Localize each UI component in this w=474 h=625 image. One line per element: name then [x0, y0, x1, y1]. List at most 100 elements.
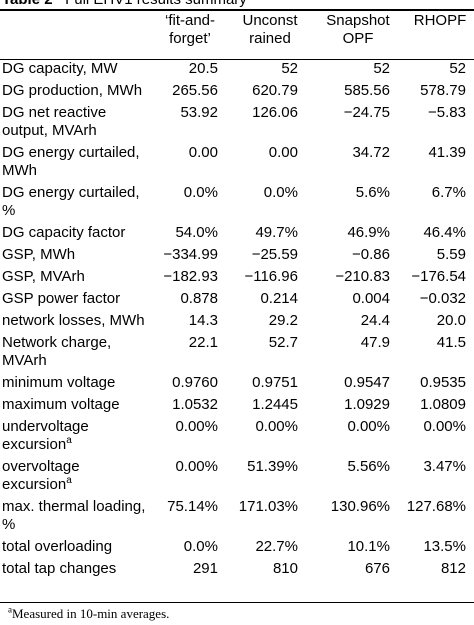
table-cell: −210.83 — [335, 268, 390, 285]
row-label: minimum voltage — [2, 374, 116, 391]
table-cell: −25.59 — [251, 246, 298, 263]
row-label: network losses, MWh — [2, 312, 145, 329]
table-row: GSP, MWh −334.99 −25.59 −0.86 5.59 — [0, 246, 474, 268]
footnote: aMeasured in 10-min averages. — [8, 604, 170, 622]
table-cell: −176.54 — [411, 268, 466, 285]
table-cell: 51.39% — [247, 458, 298, 475]
table-row: DG production, MWh 265.56 620.79 585.56 578.… — [0, 82, 474, 104]
table-cell: 127.68% — [406, 498, 466, 515]
table-row: DG energy curtailed, % 0.0% 0.0% 5.6% 6.7% — [0, 184, 474, 224]
column-header-snapshot-opf: Snapshot OPF — [326, 12, 390, 47]
footnote-marker: a — [66, 435, 72, 446]
table-cell: 22.7% — [255, 538, 298, 555]
table-cell: 578.79 — [420, 82, 466, 99]
table-cell: 1.0532 — [172, 396, 218, 413]
table-cell: 1.2445 — [252, 396, 298, 413]
header-row: ‘fit-and-forget’ Unconst rained Snapshot O… — [0, 11, 474, 60]
table-cell: 41.5 — [436, 334, 466, 351]
table-cell: 0.214 — [260, 290, 298, 307]
table-cell: 46.9% — [347, 224, 390, 241]
table-row: network losses, MWh 14.3 29.2 24.4 20.0 — [0, 312, 474, 334]
table-cell: −5.83 — [428, 104, 466, 121]
row-label: GSP, MVArh — [2, 268, 85, 285]
row-label: DG energy curtailed, % — [2, 184, 140, 219]
table-cell: 676 — [364, 560, 390, 577]
table-cell: 620.79 — [252, 82, 298, 99]
row-label: max. thermal loading, % — [2, 498, 146, 533]
table-cell: 3.47% — [423, 458, 466, 475]
table-row: Network charge, MVArh 22.1 52.7 47.9 41.5 — [0, 334, 474, 374]
table-body: DG capacity, MW 20.5 52 52 52 DG production, … — [0, 60, 474, 582]
table-cell: 0.00% — [255, 418, 298, 435]
table-cell: 0.0% — [183, 184, 218, 201]
table-cell: 52 — [281, 60, 298, 77]
table-cell: 0.9751 — [252, 374, 298, 391]
table-cell: −24.75 — [343, 104, 390, 121]
table-cell: 810 — [272, 560, 298, 577]
table-cell: 291 — [192, 560, 218, 577]
table-cell: 10.1% — [347, 538, 390, 555]
table-cell: 14.3 — [188, 312, 218, 329]
footnote-text: Measured in 10-min averages. — [12, 606, 170, 621]
table-cell: 171.03% — [238, 498, 298, 515]
table-cell: 0.00% — [175, 458, 218, 475]
table-cell: 0.00% — [423, 418, 466, 435]
row-label: maximum voltage — [2, 396, 120, 413]
table-cell: 585.56 — [344, 82, 390, 99]
row-label: undervoltage excursiona — [2, 418, 89, 453]
table-cell: 20.5 — [188, 60, 218, 77]
table-cell: 1.0929 — [344, 396, 390, 413]
header-rule — [0, 59, 474, 60]
row-label: DG net reactive output, MVArh — [2, 104, 107, 139]
table-cell: 5.6% — [355, 184, 390, 201]
table-title: Full EHV1 results summary — [65, 0, 247, 8]
table-cell: 46.4% — [423, 224, 466, 241]
table-cell: 0.0% — [183, 538, 218, 555]
table-cell: 41.39 — [428, 144, 466, 161]
row-label: total tap changes — [2, 560, 117, 577]
table-row: DG net reactive output, MVArh 53.92 126.06… — [0, 104, 474, 144]
table-cell: 24.4 — [360, 312, 390, 329]
table-cell: 47.9 — [360, 334, 390, 351]
table-row: DG capacity, MW 20.5 52 52 52 — [0, 60, 474, 82]
table-cell: 130.96% — [330, 498, 390, 515]
table-row: maximum voltage 1.0532 1.2445 1.0929 1.0809 — [0, 396, 474, 418]
table-number: Table 2 — [2, 0, 53, 8]
table-row: DG energy curtailed, MWh 0.00 0.00 34.72 41.… — [0, 144, 474, 184]
table-row: max. thermal loading, % 75.14% 171.03% 130.… — [0, 498, 474, 538]
row-label: GSP power factor — [2, 290, 121, 307]
table-cell: 29.2 — [268, 312, 298, 329]
row-label: DG capacity factor — [2, 224, 126, 241]
table-cell: 20.0 — [436, 312, 466, 329]
table-cell: 265.56 — [172, 82, 218, 99]
table-cell: 52 — [373, 60, 390, 77]
results-table: ‘fit-and-forget’ Unconst rained Snapshot O… — [0, 11, 474, 582]
table-cell: 126.06 — [252, 104, 298, 121]
table-cell: 0.9535 — [420, 374, 466, 391]
table-cell: 0.00% — [175, 418, 218, 435]
table-cell: −334.99 — [163, 246, 218, 263]
table-cell: 0.9760 — [172, 374, 218, 391]
table-row: total overloading 0.0% 22.7% 10.1% 13.5% — [0, 538, 474, 560]
table-cell: 5.56% — [347, 458, 390, 475]
row-label: Network charge, MVArh — [2, 334, 112, 369]
footnote-marker: a — [8, 604, 12, 615]
table-cell: −182.93 — [163, 268, 218, 285]
table-cell: 34.72 — [352, 144, 390, 161]
row-label: GSP, MWh — [2, 246, 76, 263]
table-cell: 1.0809 — [420, 396, 466, 413]
table-row: GSP power factor 0.878 0.214 0.004 −0.032 — [0, 290, 474, 312]
column-header-fit-and-forget: ‘fit-and-forget’ — [164, 12, 216, 47]
table-cell: 22.1 — [188, 334, 218, 351]
table-caption: Table 2 Full EHV1 results summary — [2, 0, 247, 9]
table-row: GSP, MVArh −182.93 −116.96 −210.83 −176.54 — [0, 268, 474, 290]
table-cell: −116.96 — [244, 268, 298, 285]
table-cell: 49.7% — [255, 224, 298, 241]
table-cell: 53.92 — [180, 104, 218, 121]
header-blank — [0, 11, 150, 60]
table-cell: 0.9547 — [344, 374, 390, 391]
table-cell: 52.7 — [268, 334, 298, 351]
table-cell: 0.004 — [352, 290, 390, 307]
table-cell: 75.14% — [167, 498, 218, 515]
table-cell: 52 — [449, 60, 466, 77]
